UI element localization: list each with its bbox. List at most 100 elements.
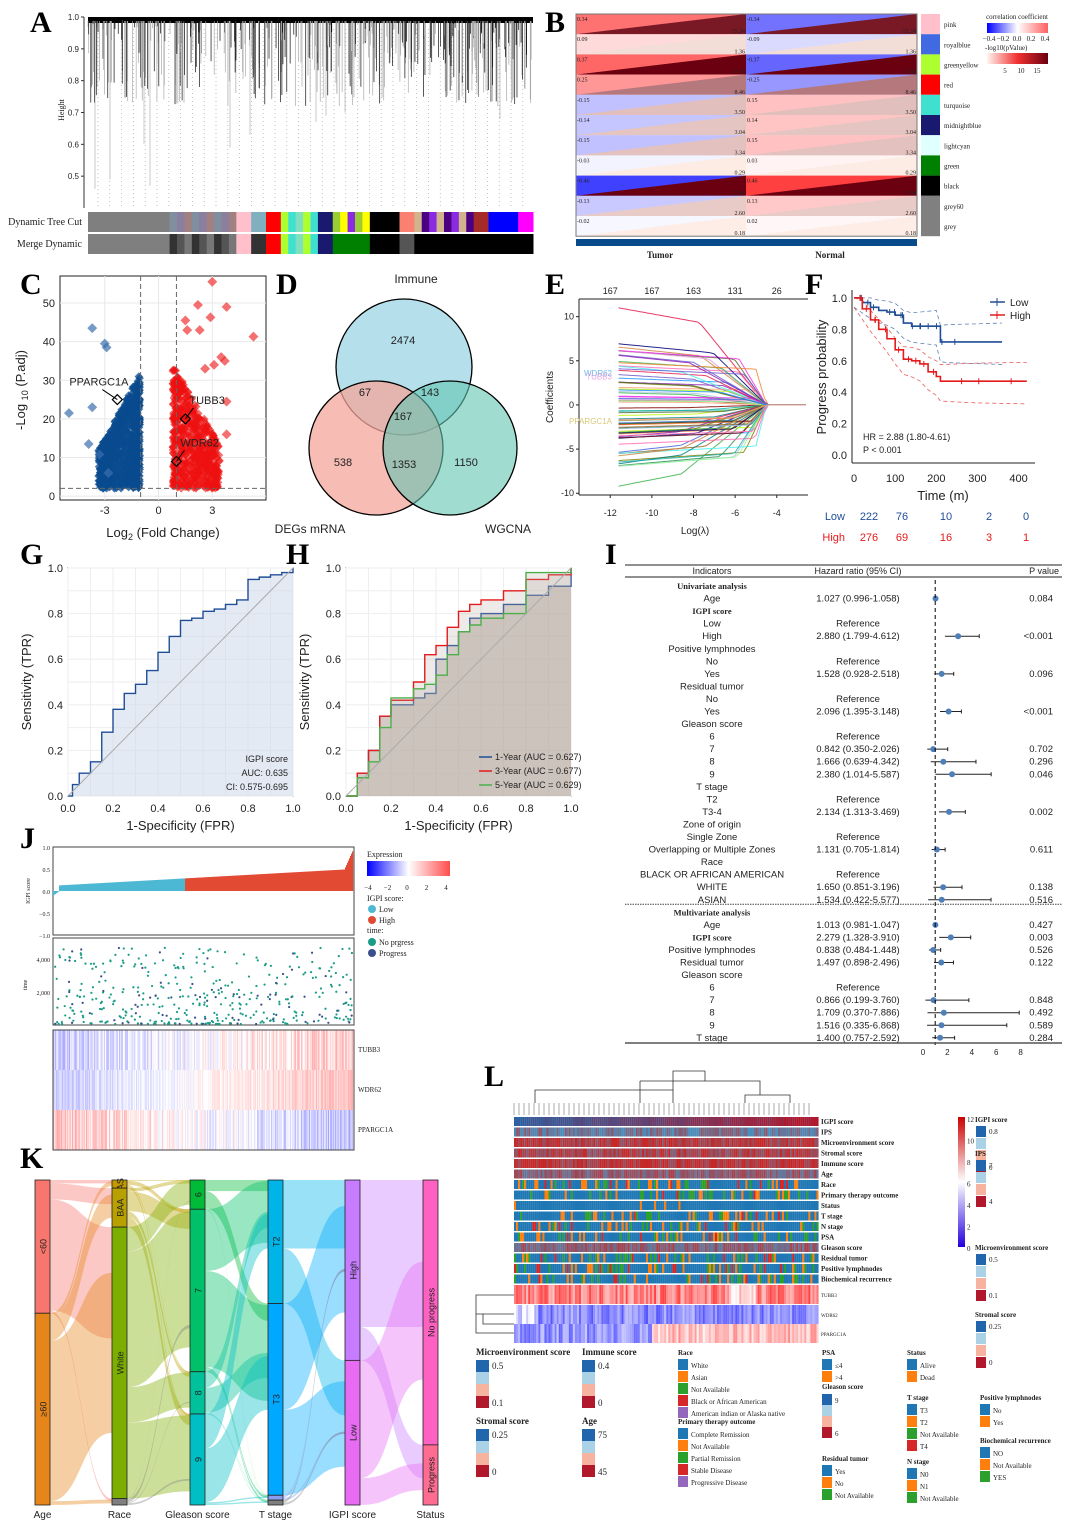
- annotation-cell: [558, 1127, 561, 1137]
- module-color-cell: [110, 234, 119, 254]
- no-progress-point: [212, 982, 215, 985]
- expression-cell: [86, 1070, 88, 1110]
- expression-cell: [289, 1110, 291, 1150]
- expression-cell: [255, 1070, 257, 1110]
- annotation-cell: [591, 1159, 594, 1168]
- expression-cell: [66, 1030, 68, 1070]
- annotation-row-label: Stromal score: [821, 1150, 862, 1158]
- expression-cell: [107, 1030, 109, 1070]
- no-progress-point: [295, 1011, 298, 1014]
- progress-point: [206, 957, 209, 960]
- annotation-cell: [800, 1138, 803, 1147]
- annotation-cell: [678, 1127, 681, 1137]
- point-down: [135, 479, 144, 489]
- no-progress-point: [186, 1019, 189, 1022]
- module-swatch: [921, 14, 940, 35]
- expression-cell: [89, 1110, 91, 1150]
- expression-cell: [60, 1070, 62, 1110]
- expression-cell: [312, 1030, 314, 1070]
- roc-annotation: IGPI score: [245, 754, 288, 764]
- annotation-cell: [639, 1138, 642, 1147]
- expression-cell: [176, 1030, 178, 1070]
- expression-cell: [215, 1030, 217, 1070]
- expression-cell: [190, 1110, 192, 1150]
- annotation-cell: [552, 1127, 555, 1137]
- expression-cell: [171, 1070, 173, 1110]
- x-axis-label: Log2 (Fold Change): [106, 525, 219, 542]
- annotation-cell: [755, 1117, 758, 1126]
- correlation-value: 0.13: [747, 199, 758, 205]
- progress-point: [350, 1014, 353, 1017]
- annotation-cell: [514, 1127, 517, 1137]
- x-tick-label: 0: [851, 473, 857, 485]
- no-progress-point: [79, 989, 82, 992]
- expression-cell: [314, 1110, 316, 1150]
- x-tick-label: -6: [731, 508, 739, 518]
- module-color-cell: [154, 212, 163, 232]
- forest-axis-tick: 2: [945, 1048, 950, 1057]
- y-axis-label: Progress probability: [814, 319, 829, 434]
- y-tick-label: 0.6: [326, 654, 341, 666]
- expression-cell: [142, 1110, 144, 1150]
- annotation-cell: [570, 1127, 573, 1137]
- annotation-cell: [714, 1127, 718, 1137]
- annotation-cell: [692, 1117, 695, 1126]
- expression-cell: [195, 1030, 197, 1070]
- expression-cell: [266, 1030, 268, 1070]
- expression-cell: [277, 1070, 279, 1110]
- annotation-cell: [589, 1117, 592, 1126]
- annotation-cell: [814, 1138, 817, 1147]
- no-progress-point: [163, 1022, 166, 1025]
- annotation-cell: [580, 1117, 584, 1126]
- expression-cell: [95, 1110, 97, 1150]
- annotation-cell: [540, 1127, 543, 1137]
- correlation-value: -0.02: [577, 219, 590, 225]
- no-progress-point: [64, 1014, 67, 1017]
- progress-point: [141, 966, 144, 970]
- sankey-node-label: 6: [194, 1192, 204, 1197]
- module-color-cell: [117, 212, 126, 232]
- module-swatch: [921, 74, 940, 95]
- expression-cell: [262, 1110, 264, 1150]
- annotation-cell: [607, 1127, 610, 1137]
- annotation-cell: [763, 1117, 766, 1126]
- expression-cell: [143, 1070, 145, 1110]
- no-progress-point: [345, 1015, 348, 1018]
- colorbar-tick: 4: [444, 884, 448, 892]
- expression-cell: [151, 1110, 153, 1150]
- annotation-cell: [593, 1117, 596, 1126]
- progress-point: [134, 1003, 137, 1006]
- annotation-cell: [532, 1138, 535, 1147]
- annotation-cell: [790, 1138, 793, 1147]
- point-up: [199, 414, 209, 424]
- module-color-cell: [243, 234, 252, 254]
- annotation-cell: [670, 1138, 673, 1147]
- p-value: 0.122: [1029, 958, 1053, 969]
- expression-cell: [186, 1030, 188, 1070]
- expression-cell: [264, 1070, 266, 1110]
- no-progress-point: [221, 1019, 224, 1023]
- no-progress-point: [112, 986, 115, 989]
- annotation-cell: [704, 1117, 707, 1126]
- expression-cell: [111, 1110, 113, 1150]
- annotation-cell: [656, 1148, 659, 1158]
- module-color-cell: [362, 212, 371, 232]
- expression-cell: [134, 1030, 136, 1070]
- annotation-cell: [816, 1127, 819, 1137]
- x-tick-label: -3: [100, 505, 110, 517]
- annotation-cell: [566, 1117, 569, 1126]
- annotation-cell: [625, 1117, 628, 1126]
- annotation-cell: [808, 1138, 811, 1147]
- risk-table-count: 0: [1023, 511, 1029, 523]
- hazard-ratio-value: 1.131 (0.705-1.814): [816, 845, 899, 856]
- expression-cell: [272, 1070, 274, 1110]
- expression-cell: [215, 1070, 217, 1110]
- no-progress-point: [216, 1016, 219, 1020]
- expression-cell: [200, 1030, 202, 1070]
- annotation-cell: [702, 1138, 705, 1147]
- no-progress-point: [136, 990, 139, 993]
- expression-cell: [249, 1110, 251, 1150]
- column-dendrogram: [534, 1070, 791, 1103]
- x-tick-label: 0.8: [518, 803, 533, 815]
